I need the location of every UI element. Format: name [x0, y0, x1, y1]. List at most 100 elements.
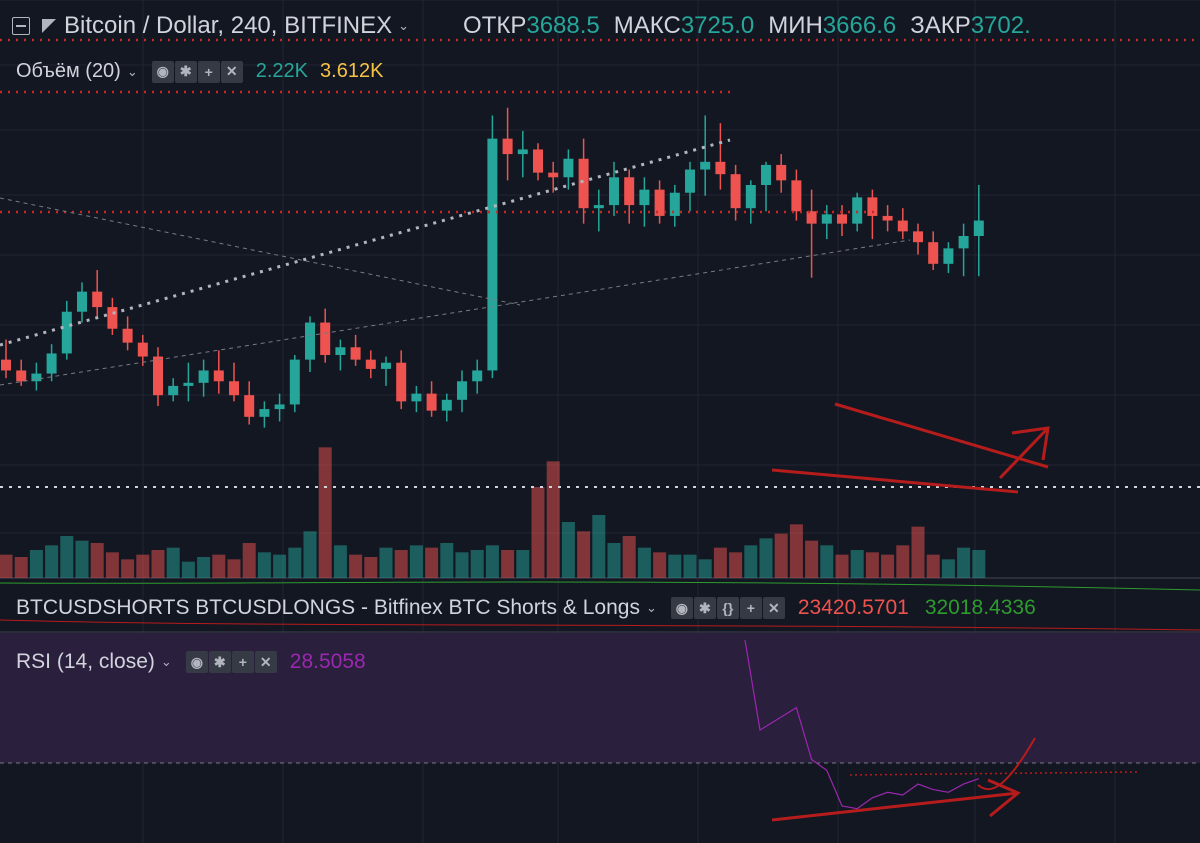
volume-bar [273, 554, 287, 578]
gear-icon[interactable]: ✱ [693, 597, 716, 619]
chevron-down-icon[interactable]: ⌄ [160, 654, 172, 669]
chevron-down-icon[interactable]: ⌄ [398, 18, 410, 33]
candle-body [730, 174, 741, 209]
volume-bar [75, 540, 89, 578]
candle-body [381, 362, 391, 369]
candle-body [897, 220, 908, 232]
close-icon[interactable]: ✕ [762, 597, 785, 619]
volume-bar [896, 545, 910, 578]
volume-bar [835, 554, 849, 578]
collapse-icon[interactable] [12, 17, 30, 35]
candle-body [502, 138, 513, 155]
rsi-legend: RSI (14, close) ⌄ ◉ ✱ + ✕ 28.5058 [16, 650, 366, 674]
candle-body [305, 322, 315, 360]
candle-body [761, 164, 771, 185]
candle-body [259, 409, 270, 417]
candle-body [639, 189, 650, 206]
chevron-down-icon[interactable]: ⌄ [126, 63, 138, 79]
volume-bar [607, 543, 621, 578]
trend-line [0, 197, 521, 306]
volume-bar [531, 487, 545, 578]
plus-icon[interactable]: + [231, 651, 254, 673]
volume-bar [105, 552, 119, 578]
indicator-title[interactable]: BTCUSDSHORTS BTCUSDLONGS - Bitfinex BTC … [16, 596, 640, 619]
candle-body [426, 393, 437, 411]
gear-icon[interactable]: ✱ [208, 651, 231, 673]
candle-body [852, 197, 863, 224]
candle-body [320, 322, 331, 355]
low-value: 3666.6 [822, 12, 897, 39]
volume-bar [668, 554, 682, 578]
symbol-title[interactable]: Bitcoin / Dollar, 240, BITFINEX [64, 12, 393, 39]
volume-bar [774, 533, 788, 578]
volume-value-1: 2.22K [255, 60, 309, 82]
volume-bar [212, 554, 226, 578]
close-icon[interactable]: ✕ [220, 60, 243, 83]
rsi-breakout-curve [977, 737, 1036, 791]
candle-body [183, 382, 194, 386]
volume-bar [470, 550, 484, 578]
volume-bar [805, 540, 819, 578]
volume-bar [577, 531, 591, 578]
candle-body [92, 291, 103, 308]
plus-icon[interactable]: + [739, 597, 762, 619]
flag-icon[interactable] [42, 19, 56, 33]
plus-icon[interactable]: + [197, 60, 220, 83]
volume-bar [0, 554, 13, 578]
candle-body [46, 353, 57, 374]
volume-bar [60, 536, 74, 578]
candle-body [563, 158, 574, 178]
candle-body [837, 214, 847, 224]
volume-bar [865, 552, 879, 578]
candle-body [213, 370, 224, 382]
volume-bar [227, 559, 241, 578]
candle-body [16, 370, 27, 382]
volume-bar [379, 547, 393, 578]
volume-bar [425, 547, 439, 578]
code-icon[interactable]: {} [716, 597, 739, 619]
candle-body [198, 370, 209, 383]
rsi-title[interactable]: RSI (14, close) [16, 650, 155, 673]
candle-body [578, 158, 589, 209]
close-icon[interactable]: ✕ [254, 651, 277, 673]
volume-bar [394, 550, 408, 578]
volume-bar [516, 550, 530, 578]
volume-bar [349, 554, 363, 578]
volume-value-2: 3.612K [320, 60, 384, 82]
eye-icon[interactable]: ◉ [151, 60, 174, 83]
volume-bar [698, 559, 712, 578]
volume-bar [501, 550, 515, 578]
eye-icon[interactable]: ◉ [670, 597, 693, 619]
volume-bar [136, 554, 150, 578]
volume-bar [820, 545, 834, 578]
volume-bar [197, 557, 211, 578]
candle-body [548, 172, 559, 178]
high-value: 3725.0 [680, 12, 755, 39]
candle-body [609, 177, 619, 206]
candle-body [77, 291, 87, 312]
candle-body [943, 248, 954, 264]
shorts-value: 23420.5701 [797, 596, 909, 619]
candle-body [913, 231, 923, 243]
rsi-line [744, 639, 980, 810]
volume-bar [364, 557, 378, 578]
candle-body [168, 385, 179, 396]
triangle-lower-line [771, 468, 1019, 494]
volume-bar [926, 554, 940, 578]
volume-bar [972, 550, 986, 578]
gear-icon[interactable]: ✱ [174, 60, 197, 83]
breakout-arrow [998, 426, 1050, 480]
eye-icon[interactable]: ◉ [185, 651, 208, 673]
volume-bar [485, 545, 499, 578]
volume-bar [303, 531, 317, 578]
shorts-line [0, 619, 1200, 631]
chevron-down-icon[interactable]: ⌄ [645, 600, 657, 615]
volume-bar [653, 552, 667, 578]
candle-body [669, 192, 680, 216]
volume-title[interactable]: Объём (20) [16, 60, 121, 82]
candle-body [365, 359, 376, 369]
candle-body [685, 169, 695, 193]
volume-bar [288, 547, 302, 578]
candle-body [244, 395, 255, 417]
